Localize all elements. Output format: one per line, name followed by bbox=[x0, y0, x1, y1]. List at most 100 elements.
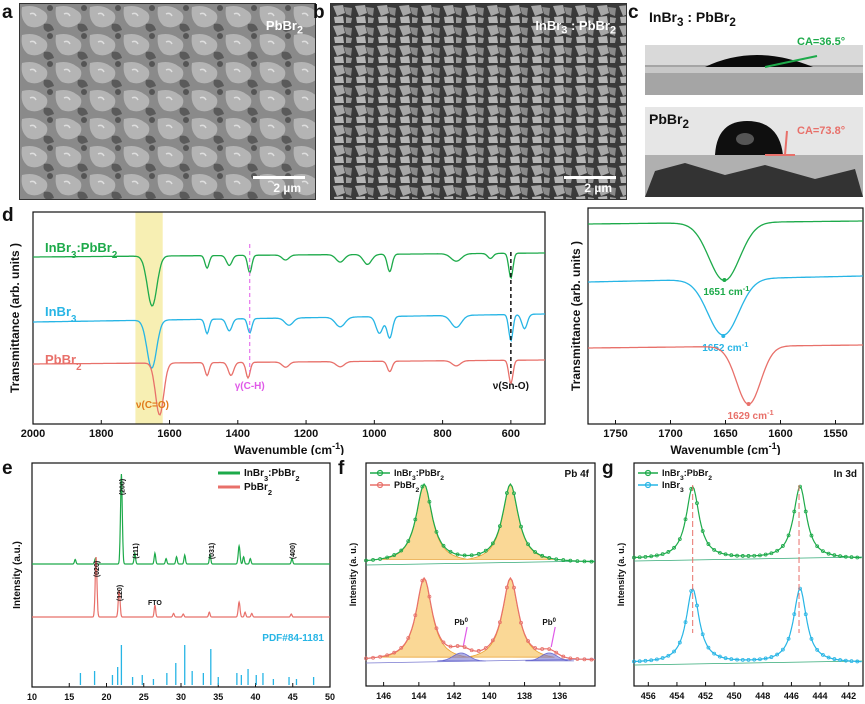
ca-value-bottom: CA=73.8° bbox=[797, 125, 846, 137]
xps-in-marker bbox=[786, 533, 791, 538]
ftir-right-series-green bbox=[588, 220, 863, 282]
xps-in-marker bbox=[655, 657, 659, 662]
ftir-right-xtick-label: 1550 bbox=[823, 428, 847, 440]
xps-pb-marker bbox=[497, 524, 502, 529]
xps-in-curve bbox=[634, 587, 862, 663]
xps-in-marker bbox=[803, 509, 808, 514]
xps-in-marker bbox=[821, 653, 825, 657]
sem-label-a: PbBr2 bbox=[265, 18, 303, 37]
xrd-series-inbr3-pbbr2 bbox=[32, 473, 330, 565]
scale-bar-a bbox=[253, 176, 305, 179]
xps-pb-marker bbox=[554, 650, 559, 655]
xps-pb-fill-peak bbox=[467, 578, 555, 658]
xrd-peak-label-fto: FTO bbox=[148, 600, 162, 607]
xrd-xps-figure: 1015202530354045502θ (degree)Intensity (… bbox=[12, 462, 864, 704]
xps-in-marker bbox=[689, 589, 694, 593]
co-highlight-band bbox=[135, 212, 163, 424]
xps-in-marker bbox=[758, 657, 762, 662]
ftir-right-xlabel: Wavenumble (cm-1) bbox=[670, 441, 780, 455]
xps-in-xtick-label: 452 bbox=[698, 691, 713, 701]
xrd-xtick-label: 30 bbox=[176, 692, 186, 702]
xps-in-marker bbox=[849, 555, 854, 560]
panel-d-letter: d bbox=[2, 205, 14, 226]
xps-in-marker bbox=[632, 555, 636, 560]
ftir-left-xtick-label: 1600 bbox=[157, 428, 181, 440]
xps-in-marker bbox=[843, 554, 848, 559]
xps-pb-marker bbox=[540, 553, 545, 558]
panel-a-letter: a bbox=[2, 2, 13, 23]
xps-in-marker bbox=[758, 553, 762, 558]
xps-in-marker bbox=[780, 647, 785, 652]
xps-pb-legend-label: PbBr2 bbox=[394, 480, 420, 494]
ftir-right-xtick-label: 1650 bbox=[713, 428, 737, 440]
xps-in-marker bbox=[717, 550, 722, 555]
scale-text-a: 2 µm bbox=[273, 181, 301, 195]
xps-pb-marker bbox=[533, 550, 538, 554]
xps-pb-marker bbox=[568, 558, 573, 563]
ca-label-bottom: PbBr2 bbox=[649, 111, 689, 131]
xps-pb-marker bbox=[589, 559, 594, 564]
scale-bar-b bbox=[564, 176, 616, 179]
xps-pb-pb0-peak bbox=[437, 652, 486, 662]
ftir-left-ylabel: Transmittance (arb. units ) bbox=[8, 243, 22, 393]
xps-in-marker bbox=[826, 551, 831, 556]
ftir-right-peak-label: 1629 cm-1 bbox=[728, 408, 774, 423]
xps-pb-pb0-arrow bbox=[550, 626, 556, 648]
xps-pb-marker bbox=[547, 647, 552, 652]
xps-pb-marker bbox=[519, 524, 523, 529]
xps-in-marker bbox=[700, 632, 705, 637]
ftir-series-label-red: PbBr2 bbox=[45, 352, 82, 373]
xps-pb-marker bbox=[448, 549, 453, 554]
xps-in-marker bbox=[746, 657, 751, 662]
xps-in-marker bbox=[832, 553, 837, 558]
xrd-peak-label: (111) bbox=[133, 543, 140, 559]
ftir-right-series-blue bbox=[588, 275, 863, 336]
xps-pb-curve bbox=[365, 576, 596, 661]
xps-pb-fill-peak bbox=[467, 484, 555, 560]
xps-in-marker bbox=[637, 555, 642, 560]
xrd-xtick-label: 20 bbox=[101, 692, 111, 702]
xrd-peak-label: (120) bbox=[117, 585, 124, 601]
xps-pb-marker bbox=[561, 654, 566, 659]
xps-pb-marker bbox=[364, 656, 368, 661]
xrd-legend-label: InBr3:PbBr2 bbox=[244, 468, 300, 483]
xps-pb-marker bbox=[455, 552, 460, 557]
xps-in-marker bbox=[815, 647, 820, 652]
ftir-right-ylabel: Transmittance (arb. units ) bbox=[569, 241, 583, 391]
xps-pb-marker bbox=[420, 578, 425, 583]
contact-angle-line-top bbox=[764, 55, 818, 68]
xps-in-marker bbox=[643, 658, 648, 663]
xps-in-legend-marker bbox=[644, 481, 652, 489]
xps-pb-marker bbox=[469, 553, 474, 558]
xps-pb-xtick-label: 146 bbox=[376, 691, 391, 701]
xps-in-marker bbox=[735, 553, 739, 558]
xps-in-marker bbox=[729, 553, 734, 558]
xps-pb-marker bbox=[561, 558, 566, 562]
xps-in-marker bbox=[655, 553, 659, 558]
xps-in-marker bbox=[712, 547, 717, 552]
xps-in-ylabel: Intensity (a. u.) bbox=[616, 543, 626, 607]
xps-pb-pb0-label: Pb0 bbox=[542, 618, 556, 627]
ftir-series-blue bbox=[33, 313, 545, 370]
xps-in-marker bbox=[792, 509, 797, 514]
sem-image-inbr3-pbbr2: InBr3 : PbBr2 2 µm bbox=[330, 3, 627, 200]
xps-pb-marker bbox=[512, 491, 516, 496]
xps-in-marker bbox=[660, 552, 665, 557]
xps-in-marker bbox=[803, 612, 808, 617]
ftir-right-peak-marker bbox=[722, 278, 727, 282]
xps-in-xtick-label: 450 bbox=[727, 691, 742, 701]
xps-pb-marker bbox=[413, 517, 418, 522]
xps-pb-curve bbox=[365, 482, 595, 563]
xps-pb-marker bbox=[582, 657, 587, 662]
xps-pb-marker bbox=[378, 654, 382, 659]
xps-in-legend-label: InBr3:PbBr2 bbox=[662, 468, 712, 482]
xps-pb-marker bbox=[448, 644, 453, 649]
xps-in-xtick-label: 444 bbox=[813, 691, 828, 701]
xps-in-legend-marker bbox=[644, 469, 652, 477]
xps-pb-marker bbox=[512, 585, 516, 590]
xps-in-marker bbox=[695, 603, 699, 608]
xps-pb-xtick-label: 144 bbox=[411, 691, 426, 701]
xps-pb-marker bbox=[455, 644, 460, 648]
xps-pb-marker bbox=[505, 585, 509, 590]
scale-text-b: 2 µm bbox=[584, 181, 612, 195]
